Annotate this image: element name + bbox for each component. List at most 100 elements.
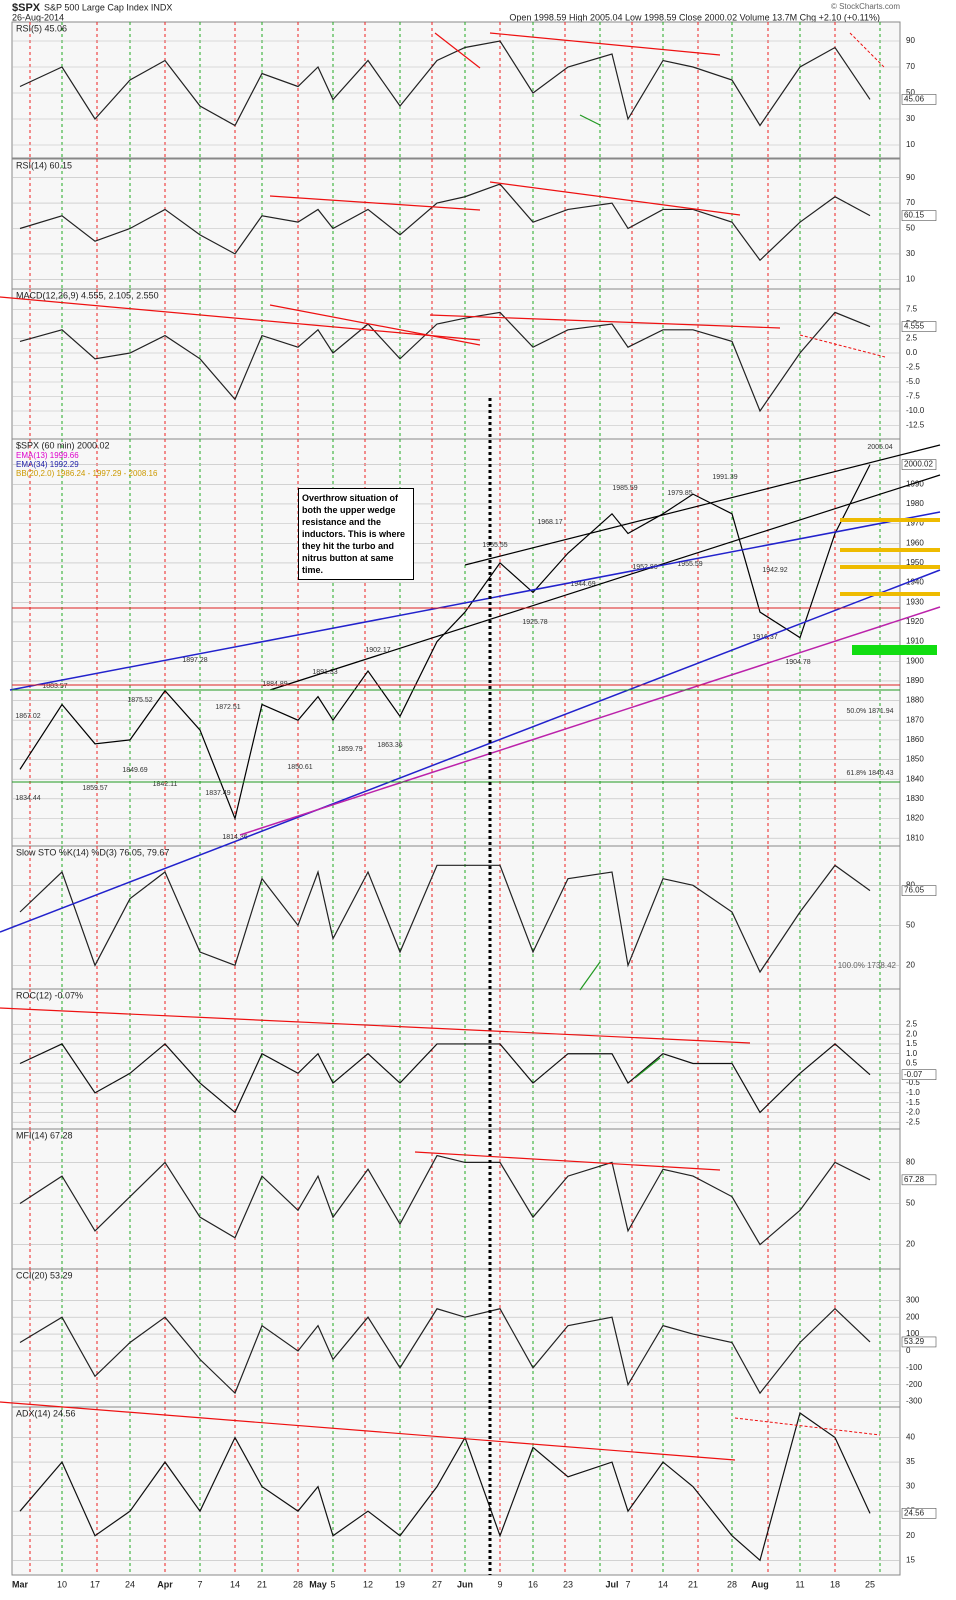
y-tick-label: 1950 — [906, 558, 924, 567]
y-tick-label: -5.0 — [906, 377, 920, 386]
panel-title: Slow STO %K(14) %D(3) 76.05, 79.67 — [16, 847, 169, 857]
price-annotation: 1837.49 — [205, 790, 230, 797]
y-tick-label: 1980 — [906, 499, 924, 508]
panel — [11, 288, 901, 441]
panel — [11, 438, 901, 849]
y-tick-label: -10.0 — [906, 406, 925, 415]
price-annotation: 1850.61 — [287, 764, 312, 771]
price-annotation: 1904.78 — [785, 659, 810, 666]
y-tick-label: 1.0 — [906, 1049, 918, 1058]
y-tick-label: 2.5 — [906, 334, 918, 343]
y-tick-label: 10 — [906, 274, 915, 283]
current-box — [901, 210, 937, 221]
y-tick-label: 1840 — [906, 774, 924, 783]
current-value: 60.15 — [904, 211, 925, 220]
panel — [11, 1406, 901, 1576]
current-box — [901, 1069, 937, 1080]
y-tick-label: 20 — [906, 960, 915, 969]
y-tick-label: 1960 — [906, 538, 924, 547]
series-line — [19, 1307, 871, 1395]
y-tick-label: -1.5 — [906, 1098, 920, 1107]
trend-line — [0, 569, 941, 933]
panel-title: MACD(12,26,9) 4.555, 2.105, 2.550 — [16, 290, 159, 300]
quote: Open 1998.59 High 2005.04 Low 1998.59 Cl… — [509, 12, 880, 22]
x-tick-label: 24 — [125, 1579, 135, 1589]
x-tick-label: Aug — [751, 1579, 769, 1589]
x-tick-label: 16 — [528, 1579, 538, 1589]
trend-line — [0, 1007, 751, 1044]
series-line — [19, 311, 871, 413]
price-annotation: 1849.69 — [122, 767, 147, 774]
y-tick-label: 80 — [906, 880, 915, 889]
current-box — [901, 459, 937, 470]
panel-title: RSI(14) 60.15 — [16, 160, 72, 170]
y-tick-label: 1940 — [906, 578, 924, 587]
legend-entry: EMA(13) 1999.66 — [16, 451, 79, 460]
panel — [11, 1128, 901, 1273]
x-tick-label: 14 — [230, 1579, 240, 1589]
price-annotation: 1944.69 — [570, 581, 595, 588]
price-annotation: 1902.17 — [365, 647, 390, 654]
y-tick-label: -2.5 — [906, 1117, 920, 1126]
current-box — [901, 1174, 937, 1186]
price-annotation: 1859.79 — [337, 746, 362, 753]
panel-title: ADX(14) 24.56 — [16, 1408, 76, 1418]
trend-line — [0, 296, 481, 341]
level-band — [840, 548, 940, 552]
x-tick-label: 5 — [330, 1579, 335, 1589]
x-tick-label: 10 — [57, 1579, 67, 1589]
y-tick-label: 1810 — [906, 833, 924, 842]
current-box — [901, 885, 937, 896]
series-line — [19, 1154, 871, 1246]
y-tick-label: 0.5 — [906, 1059, 918, 1068]
panel — [11, 1268, 901, 1411]
y-tick-label: -1.0 — [906, 1088, 920, 1097]
trend-line — [849, 32, 886, 69]
x-tick-label: Apr — [157, 1579, 173, 1589]
y-tick-label: -2.5 — [906, 363, 920, 372]
price-annotation: 1863.36 — [377, 742, 402, 749]
price-annotation: 1814.36 — [222, 834, 247, 841]
y-tick-label: -200 — [906, 1380, 923, 1389]
y-tick-label: 1910 — [906, 637, 924, 646]
y-tick-label: 35 — [906, 1457, 915, 1466]
trend-line — [239, 606, 941, 836]
y-tick-label: 20 — [906, 1531, 915, 1540]
x-tick-label: Jul — [605, 1579, 618, 1589]
x-tick-label: 21 — [257, 1579, 267, 1589]
price-annotation: 1955.59 — [677, 561, 702, 568]
panel-title: $SPX (60 min) 2000.02 — [16, 440, 110, 450]
y-tick-label: -12.5 — [906, 421, 925, 430]
x-tick-label: 27 — [432, 1579, 442, 1589]
y-tick-label: 1990 — [906, 479, 924, 488]
panel-title: MFI(14) 67.28 — [16, 1130, 73, 1140]
trend-line — [414, 1151, 721, 1171]
y-tick-label: 100 — [906, 1329, 920, 1338]
current-value: 76.05 — [904, 886, 925, 895]
y-tick-label: 1.5 — [906, 1039, 918, 1048]
trend-line — [0, 1401, 736, 1461]
y-tick-label: 1970 — [906, 519, 924, 528]
current-box — [901, 321, 937, 332]
y-tick-label: -7.5 — [906, 392, 920, 401]
trend-line — [464, 444, 941, 566]
price-annotation: 1842.11 — [153, 781, 178, 788]
x-tick-label: 14 — [658, 1579, 668, 1589]
x-tick-label: Mar — [12, 1579, 29, 1589]
current-value: 67.28 — [904, 1175, 925, 1184]
x-tick-label: 9 — [497, 1579, 502, 1589]
current-value: 53.29 — [904, 1337, 925, 1346]
panel-title: ROC(12) -0.07% — [16, 990, 83, 1000]
x-tick-label: 18 — [830, 1579, 840, 1589]
x-tick-label: 25 — [865, 1579, 875, 1589]
y-tick-label: 1820 — [906, 814, 924, 823]
y-tick-label: -2.0 — [906, 1108, 920, 1117]
x-tick-label: 28 — [727, 1579, 737, 1589]
series-line — [19, 464, 871, 821]
y-tick-label: 0 — [906, 1346, 911, 1355]
credit: © StockCharts.com — [831, 2, 900, 11]
x-tick-label: 19 — [395, 1579, 405, 1589]
level-band — [840, 592, 940, 596]
price-annotation: 1859.57 — [82, 785, 107, 792]
